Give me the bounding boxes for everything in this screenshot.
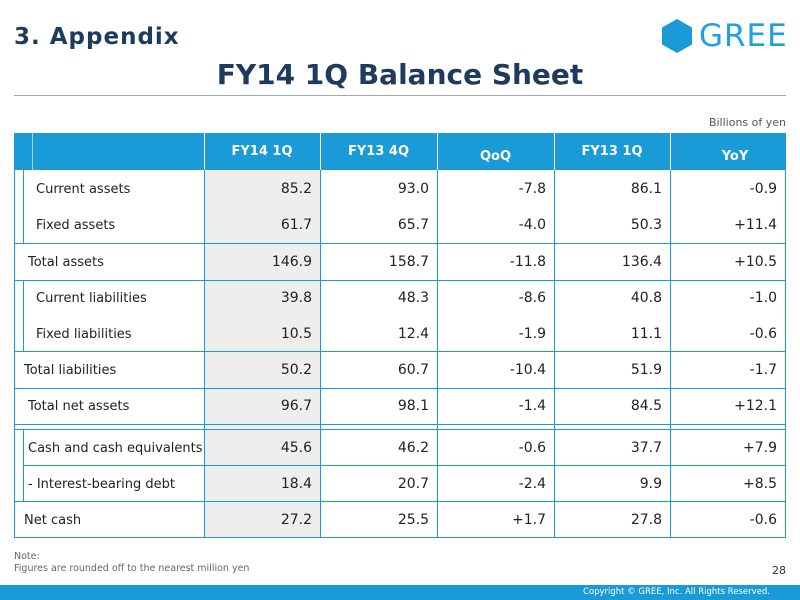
cell-value: -8.6 [518,290,546,306]
note-text: Figures are rounded off to the nearest m… [14,563,250,574]
row-label: Total net assets [28,399,130,414]
cell-value: -0.9 [749,181,777,197]
note-heading: Note: [14,551,40,562]
cell-value: 50.2 [280,362,312,378]
row-label: Total assets [28,255,104,270]
cell-value: +12.1 [734,398,777,414]
col-header-fy13-4q: FY13 4Q [347,144,409,159]
cell-value: 46.2 [397,440,429,456]
col-header-yoy: YoY [721,149,749,164]
section-title: 3. Appendix [14,24,180,50]
cell-value: 85.2 [280,181,312,197]
row-label: Total liabilities [24,363,117,378]
row-label: - Interest-bearing debt [28,477,176,492]
cell-value: 11.1 [630,326,662,342]
cell-value: +11.4 [734,217,777,233]
cell-value: 48.3 [397,290,429,306]
cell-value: -1.4 [518,398,546,414]
cell-value: +7.9 [743,440,777,456]
cell-value: 40.8 [630,290,662,306]
cell-value: 10.5 [280,326,312,342]
cell-value: 25.5 [397,512,429,528]
logo-text: GREE [699,18,788,54]
cell-value: 96.7 [280,398,312,414]
cell-value: -1.0 [749,290,777,306]
cell-value: -4.0 [518,217,546,233]
cell-value: 27.8 [630,512,662,528]
page-title: FY14 1Q Balance Sheet [216,58,584,91]
gree-logo: GREE [661,18,787,54]
cell-value: 9.9 [639,476,662,492]
cell-value: +10.5 [734,254,777,270]
cell-value: 61.7 [280,217,312,233]
row-label: Net cash [24,513,82,528]
cell-value: 20.7 [397,476,429,492]
row-label: Fixed liabilities [36,327,132,342]
cell-value: 136.4 [621,254,662,270]
cell-value: 98.1 [397,398,429,414]
page-number: 28 [772,564,786,577]
hexagon-logo-icon [662,19,692,53]
cell-value: 146.9 [271,254,312,270]
cell-value: -11.8 [509,254,546,270]
cell-value: 65.7 [397,217,429,233]
cell-value: -10.4 [509,362,546,378]
cell-value: 60.7 [397,362,429,378]
row-label: Current assets [36,182,131,197]
col-header-qoq: QoQ [479,149,512,164]
highlight-column [204,170,320,538]
row-label: Fixed assets [36,218,116,233]
cell-value: 37.7 [630,440,662,456]
copyright-text: Copyright © GREE, Inc. All Rights Reserv… [582,587,770,597]
title-divider [14,95,786,96]
cell-value: 93.0 [397,181,429,197]
cell-value: -0.6 [749,512,777,528]
cell-value: 18.4 [280,476,312,492]
cell-value: -2.4 [518,476,546,492]
cell-value: -1.7 [749,362,777,378]
table-header: FY14 1Q FY13 4Q QoQ FY13 1Q YoY [14,133,786,170]
cell-value: 84.5 [630,398,662,414]
col-header-fy13-1q: FY13 1Q [581,144,643,159]
cell-value: +1.7 [512,512,546,528]
row-label: Cash and cash equivalents [28,441,203,456]
cell-value: -1.9 [518,326,546,342]
cell-value: 158.7 [388,254,429,270]
cell-value: -0.6 [749,326,777,342]
cell-value: 51.9 [630,362,662,378]
cell-value: 27.2 [280,512,312,528]
cell-value: 86.1 [630,181,662,197]
cell-value: +8.5 [743,476,777,492]
cell-value: -7.8 [518,181,546,197]
cell-value: 50.3 [630,217,662,233]
cell-value: 39.8 [280,290,312,306]
col-header-fy14-1q: FY14 1Q [231,144,293,159]
cell-value: 45.6 [280,440,312,456]
units-label: Billions of yen [708,116,786,129]
row-label: Current liabilities [36,291,147,306]
cell-value: 12.4 [397,326,429,342]
footer-bar: Copyright © GREE, Inc. All Rights Reserv… [0,585,800,600]
cell-value: -0.6 [518,440,546,456]
